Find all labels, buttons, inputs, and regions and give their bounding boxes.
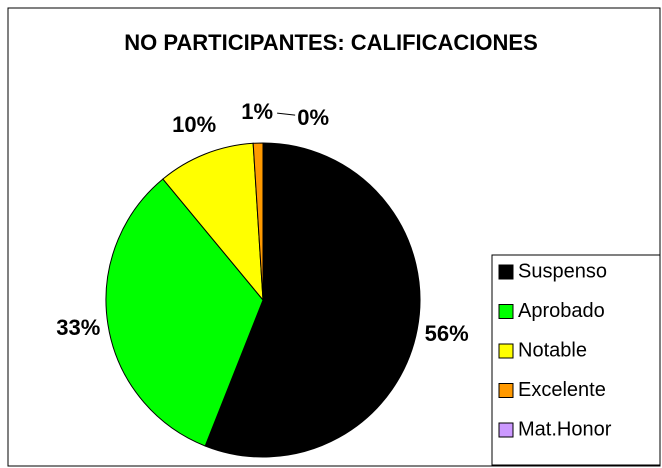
data-label: 56%: [425, 321, 469, 346]
legend-swatch: [498, 422, 514, 438]
legend-label: Mat.Honor: [518, 418, 612, 440]
legend-label: Notable: [518, 339, 587, 361]
pie-slice: [105, 178, 264, 447]
legend-swatch: [498, 343, 514, 359]
legend-swatch: [498, 383, 514, 398]
leader-line: [277, 112, 296, 116]
data-label: 33%: [56, 315, 100, 340]
legend-box: [491, 254, 661, 466]
data-label: 1%: [241, 99, 273, 124]
pie-slice: [204, 142, 421, 458]
legend-label: Suspenso: [518, 260, 607, 282]
chart-title: NO PARTICIPANTES: CALIFICACIONES: [124, 30, 538, 55]
legend-label: Aprobado: [518, 300, 605, 322]
pie-slice: [162, 142, 264, 302]
data-label: 10%: [172, 112, 216, 137]
legend-swatch: [498, 304, 514, 319]
data-label: 0%: [297, 105, 329, 130]
legend-swatch: [498, 264, 514, 280]
legend-label: Excelente: [518, 379, 606, 401]
